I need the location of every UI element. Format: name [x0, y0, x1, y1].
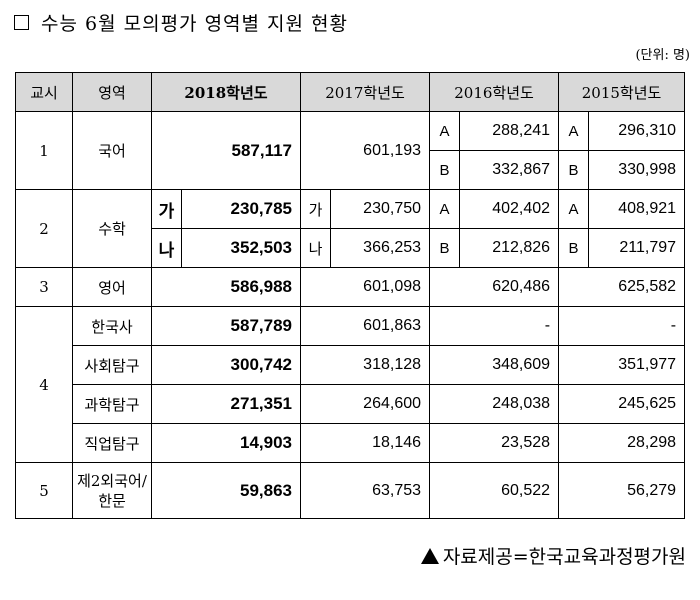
value-2015: 28,298 [558, 423, 686, 463]
value-2015: 330,998 [588, 150, 686, 190]
value-2018: 59,863 [151, 462, 301, 519]
type-label: A [429, 189, 461, 229]
header-row: 교시 영역 2018학년도 2017학년도 2016학년도 2015학년도 [15, 72, 686, 112]
value-2017: 601,193 [299, 111, 431, 190]
table-row: 3 영어 586,988 601,098 620,486 625,582 [15, 267, 686, 307]
value-2018: 587,789 [151, 306, 301, 346]
applicants-table: 교시 영역 2018학년도 2017학년도 2016학년도 2015학년도 1 … [15, 72, 686, 519]
value-2018: 352,503 [181, 228, 301, 268]
period-cell: 4 [15, 306, 73, 463]
value-2018: 300,742 [151, 345, 301, 385]
type-label: B [429, 228, 461, 268]
period-cell: 1 [15, 111, 73, 190]
header-2016: 2016학년도 [429, 72, 560, 112]
table-row: 5 제2외국어/ 한문 59,863 63,753 60,522 56,279 [15, 462, 686, 519]
type-label: B [558, 150, 590, 190]
table-row: B 332,867 B 330,998 [16, 150, 686, 190]
type-label: A [429, 111, 461, 151]
header-2017: 2017학년도 [299, 72, 431, 112]
table-row: 4 한국사 587,789 601,863 - - [15, 306, 686, 463]
header-period: 교시 [15, 72, 73, 112]
value-2016: 332,867 [459, 150, 560, 190]
table-row: 2 수학 가 230,785 가 230,750 A 402,402 A 408… [15, 189, 686, 268]
value-2016: 620,486 [429, 267, 560, 307]
period-cell: 5 [15, 462, 73, 519]
source-note: 자료제공=한국교육과정평가원 [420, 542, 686, 569]
area-cell: 제2외국어/ 한문 [72, 462, 152, 519]
value-2016: 288,241 [459, 111, 560, 151]
value-2015: - [558, 306, 686, 346]
value-2015: 245,625 [558, 384, 686, 424]
value-2015: 56,279 [558, 462, 686, 519]
value-2017: 63,753 [299, 462, 431, 519]
table-row: 1 국어 587,117 601,193 A 288,241 A 296,310 [15, 111, 686, 190]
period-cell: 2 [15, 189, 73, 268]
area-cell: 국어 [72, 111, 152, 190]
period-cell: 3 [15, 267, 73, 307]
value-2016: 212,826 [459, 228, 560, 268]
type-label: B [558, 228, 590, 268]
value-2018: 14,903 [151, 423, 301, 463]
header-area: 영역 [72, 72, 152, 112]
value-2016: 402,402 [459, 189, 560, 229]
value-2015: 625,582 [558, 267, 686, 307]
value-2015: 351,977 [558, 345, 686, 385]
area-cell: 영어 [72, 267, 152, 307]
value-2018: 271,351 [151, 384, 301, 424]
value-2016: 23,528 [429, 423, 560, 463]
type-label: B [429, 150, 461, 190]
type-label: 가 [151, 189, 182, 229]
table-row: 직업탐구 14,903 18,146 23,528 28,298 [16, 423, 686, 463]
area-cell: 한국사 [72, 306, 152, 346]
table-row: 과학탐구 271,351 264,600 248,038 245,625 [16, 384, 686, 424]
value-2016: 248,038 [429, 384, 560, 424]
triangle-icon [420, 547, 439, 564]
type-label: A [558, 111, 590, 151]
table-row: 나 352,503 나 366,253 B 212,826 B 211,797 [16, 228, 686, 268]
title-text: 수능 6월 모의평가 영역별 지원 현황 [41, 12, 349, 35]
area-cell: 과학탐구 [72, 384, 152, 424]
type-label: 나 [300, 228, 331, 268]
value-2017: 601,863 [299, 306, 431, 346]
area-line-2: 한문 [98, 491, 126, 510]
type-label: 나 [151, 228, 182, 268]
value-2018: 586,988 [151, 267, 301, 307]
value-2017: 264,600 [299, 384, 431, 424]
value-2017: 18,146 [299, 423, 431, 463]
value-2015: 211,797 [588, 228, 686, 268]
value-2016: 348,609 [429, 345, 560, 385]
page-title: 수능 6월 모의평가 영역별 지원 현황 [14, 7, 348, 37]
area-cell: 수학 [72, 189, 152, 268]
source-text: 자료제공=한국교육과정평가원 [442, 546, 686, 568]
header-2015: 2015학년도 [558, 72, 686, 112]
value-2017: 230,750 [329, 189, 431, 229]
area-cell: 직업탐구 [72, 423, 152, 463]
type-label: 가 [300, 189, 331, 229]
value-2017: 318,128 [299, 345, 431, 385]
value-2018: 587,117 [151, 111, 301, 190]
area-line-1: 제2외국어/ [77, 471, 147, 490]
type-label: A [558, 189, 590, 229]
value-2018: 230,785 [181, 189, 301, 229]
value-2015: 296,310 [588, 111, 686, 151]
value-2017: 601,098 [299, 267, 431, 307]
value-2016: 60,522 [429, 462, 560, 519]
value-2016: - [429, 306, 560, 346]
value-2015: 408,921 [588, 189, 686, 229]
header-2018: 2018학년도 [151, 72, 301, 112]
table-row: 사회탐구 300,742 318,128 348,609 351,977 [16, 345, 686, 385]
value-2017: 366,253 [329, 228, 431, 268]
unit-label: (단위: 명) [635, 48, 690, 63]
area-cell: 사회탐구 [72, 345, 152, 385]
square-bullet-icon [14, 14, 29, 30]
